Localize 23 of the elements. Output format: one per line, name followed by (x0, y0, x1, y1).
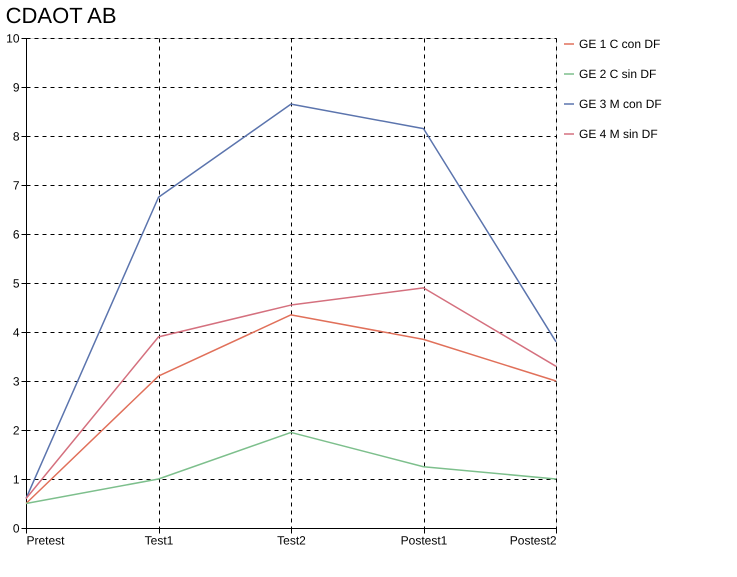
line-series (25, 432, 557, 504)
y-tick-label: 0 (12, 522, 20, 536)
y-tick-label: 4 (12, 326, 20, 340)
legend-label: GE 3 M con DF (579, 97, 662, 111)
y-tick-label: 1 (12, 472, 20, 486)
x-tick-label: Postest2 (510, 534, 557, 548)
x-tick-label: Postest1 (400, 534, 448, 548)
y-tick-label: 2 (12, 424, 20, 438)
y-tick-label: 7 (12, 178, 20, 192)
y-tick-label: 5 (12, 276, 20, 290)
line-series (25, 103, 557, 500)
y-tick-label: 8 (12, 130, 20, 144)
x-tick-label: Test1 (144, 534, 174, 548)
x-tick-label: Test2 (277, 534, 306, 548)
y-tick-label: 9 (12, 80, 20, 94)
y-tick-label: 6 (12, 228, 20, 242)
legend-label: GE 4 M sin DF (579, 127, 658, 141)
y-tick-label: 10 (6, 32, 20, 46)
chart-title: CDAOT AB (6, 3, 117, 28)
y-tick-label: 3 (12, 374, 20, 388)
x-tick-label: Pretest (26, 534, 66, 548)
legend-label: GE 2 C sin DF (579, 67, 656, 81)
legend-label: GE 1 C con DF (579, 37, 660, 51)
